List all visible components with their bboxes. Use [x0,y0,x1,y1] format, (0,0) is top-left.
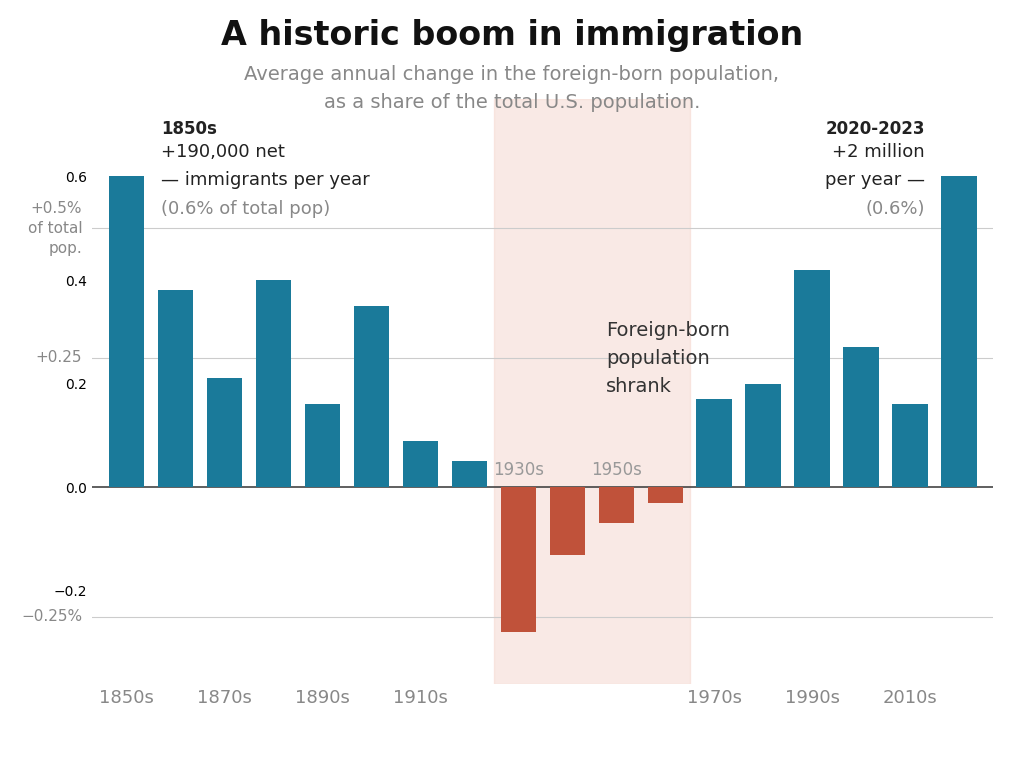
Text: per year —: per year — [824,171,925,189]
Text: — immigrants per year: — immigrants per year [161,171,370,189]
Bar [745,384,780,487]
Bar [109,176,144,487]
Bar [494,99,689,684]
Bar [402,441,438,487]
Bar [501,487,536,632]
Bar [795,270,829,487]
Bar [892,404,928,487]
Text: +0.25: +0.25 [36,350,82,366]
Text: 1950s: 1950s [591,461,642,480]
Text: (0.6%): (0.6%) [865,200,925,218]
Bar [207,378,242,487]
Text: −0.25%: −0.25% [22,610,82,624]
Bar [256,280,291,487]
Bar [599,487,634,524]
Bar [452,461,486,487]
Bar [305,404,340,487]
Bar [941,176,977,487]
Text: 2020-2023: 2020-2023 [825,119,925,138]
Text: A historic boom in immigration: A historic boom in immigration [221,19,803,52]
Bar [550,487,585,555]
Text: (0.6% of total pop): (0.6% of total pop) [161,200,330,218]
Text: 1930s: 1930s [493,461,544,480]
Text: +2 million: +2 million [833,143,925,161]
Bar [647,487,683,503]
Bar [158,290,194,487]
Bar [844,347,879,487]
Text: Average annual change in the foreign-born population,
as a share of the total U.: Average annual change in the foreign-bor… [245,65,779,112]
Text: Foreign-born
population
shrank: Foreign-born population shrank [606,321,730,397]
Bar [353,306,389,487]
Text: +0.5%
of total
pop.: +0.5% of total pop. [28,201,82,255]
Bar [696,399,732,487]
Text: +190,000 net: +190,000 net [161,143,285,161]
Text: 1850s: 1850s [161,119,217,138]
